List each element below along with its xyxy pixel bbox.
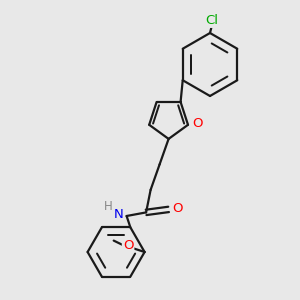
Text: O: O [192,117,202,130]
Text: O: O [123,238,133,252]
Text: Cl: Cl [205,14,218,27]
Text: O: O [172,202,183,215]
Text: N: N [113,208,123,221]
Text: H: H [104,200,113,213]
